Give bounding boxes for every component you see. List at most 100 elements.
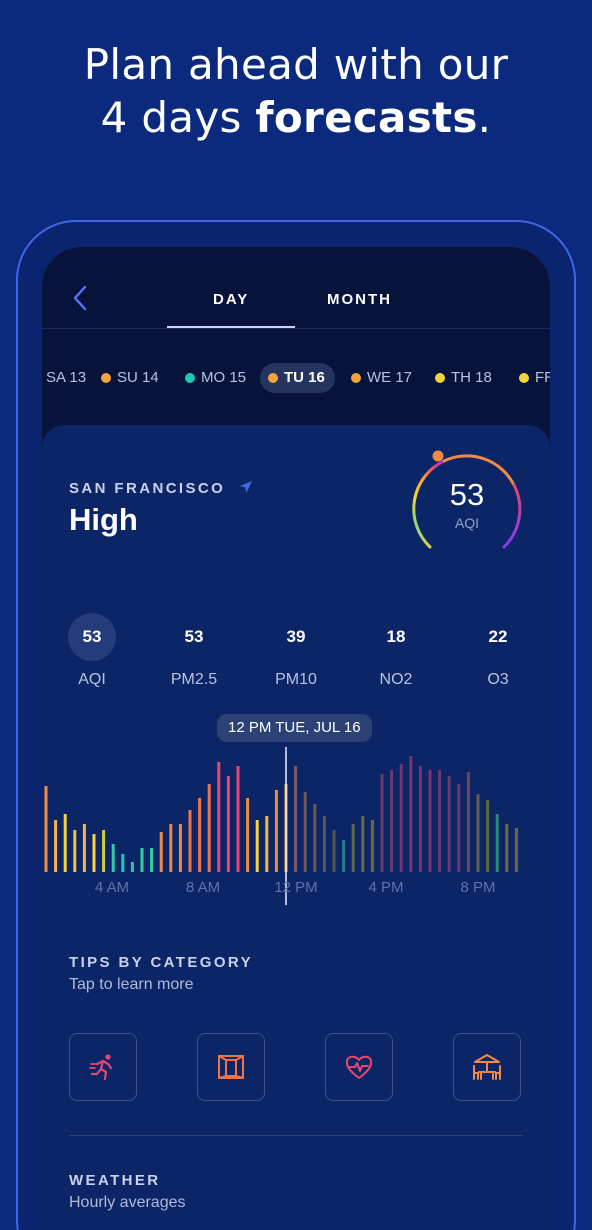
heart-icon	[345, 1055, 373, 1079]
tab-divider	[42, 328, 550, 329]
app-screen: DAY MONTH SA 13 SU 14 MO 15 TU 16 WE 17 …	[42, 247, 550, 1230]
chart-bar	[130, 862, 134, 872]
aqi-card: SAN FRANCISCO High	[42, 425, 550, 1230]
chart-bar	[217, 762, 221, 872]
day-item[interactable]: FR 19	[519, 363, 550, 393]
chart-bar	[73, 830, 77, 872]
chart-bar	[140, 848, 144, 872]
tip-outdoor-button[interactable]	[453, 1033, 521, 1101]
aqi-level: High	[69, 502, 138, 537]
chart-bar	[361, 816, 365, 872]
status-dot	[435, 373, 445, 383]
headline-line1: Plan ahead with our	[83, 40, 509, 89]
chart-bar	[121, 854, 125, 872]
city-name: SAN FRANCISCO	[69, 480, 226, 497]
outdoor-dining-icon	[473, 1054, 501, 1080]
x-tick-label: 4 PM	[368, 879, 404, 896]
day-item-selected[interactable]: TU 16	[260, 363, 335, 393]
status-dot	[519, 373, 529, 383]
pollutant-label: NO2	[379, 671, 413, 688]
chart-bar	[514, 828, 518, 872]
hourly-aqi-chart[interactable]	[42, 747, 550, 907]
chart-bar	[370, 820, 374, 872]
pollutant-value: 53	[68, 613, 116, 661]
chart-bar	[332, 830, 336, 872]
chart-bar	[111, 844, 115, 872]
headline-suffix: .	[477, 93, 492, 142]
gauge-indicator	[432, 450, 444, 462]
pollutant-pm10[interactable]: 39 PM10	[251, 613, 341, 689]
status-dot	[101, 373, 111, 383]
gauge-label: AQI	[454, 515, 480, 531]
chart-bar	[303, 792, 307, 872]
chart-bar	[188, 810, 192, 872]
tip-windows-button[interactable]	[197, 1033, 265, 1101]
day-item[interactable]: SA 13	[42, 363, 86, 393]
chart-bar	[409, 756, 413, 872]
section-divider	[69, 1135, 523, 1136]
chart-bar	[457, 784, 461, 872]
tips-title: TIPS BY CATEGORY	[69, 954, 253, 971]
day-item[interactable]: TH 18	[435, 363, 492, 393]
chart-bar	[44, 786, 48, 872]
pollutant-value: 18	[386, 627, 406, 646]
pollutant-label: PM2.5	[170, 671, 218, 688]
chart-bar	[150, 848, 154, 872]
chart-bar	[428, 770, 432, 872]
chart-bar	[418, 766, 422, 872]
status-dot	[185, 373, 195, 383]
back-arrow-icon[interactable]	[72, 285, 92, 315]
window-icon	[218, 1055, 244, 1079]
chart-bar	[159, 832, 163, 872]
aqi-gauge	[412, 450, 522, 549]
pollutant-label: AQI	[78, 671, 106, 688]
chart-bar	[236, 766, 240, 872]
pollutant-label: PM10	[275, 671, 317, 688]
tip-exercise-button[interactable]	[69, 1033, 137, 1101]
day-strip[interactable]: SA 13 SU 14 MO 15 TU 16 WE 17 TH 18 FR 1…	[42, 363, 550, 393]
day-item[interactable]: WE 17	[351, 363, 412, 393]
chart-bar	[255, 820, 259, 872]
chart-bar	[322, 816, 326, 872]
pollutant-value: 22	[488, 627, 508, 646]
tab-month[interactable]: MONTH	[327, 291, 392, 308]
location-arrow-icon	[239, 480, 253, 499]
tab-day[interactable]: DAY	[213, 291, 250, 308]
day-item[interactable]: SU 14	[101, 363, 159, 393]
chart-bar	[169, 824, 173, 872]
gauge-value: 53	[449, 477, 485, 512]
pollutant-no2[interactable]: 18 NO2	[351, 613, 441, 689]
chart-bar	[466, 772, 470, 872]
headline-line2: 4 days forecasts.	[0, 91, 592, 144]
chart-bar	[265, 816, 269, 872]
day-label: FR 19	[535, 369, 550, 386]
chart-bar	[102, 830, 106, 872]
chart-bar	[438, 770, 442, 872]
pollutant-pm25[interactable]: 53 PM2.5	[149, 613, 239, 689]
chart-bar	[486, 800, 490, 872]
chart-bar	[390, 770, 394, 872]
chart-bar	[246, 798, 250, 872]
x-tick-label: 8 AM	[185, 879, 221, 896]
chart-bar	[82, 824, 86, 872]
chart-bar	[447, 776, 451, 872]
status-dot	[268, 373, 278, 383]
pollutant-aqi[interactable]: 53 AQI	[47, 613, 137, 689]
chart-bar	[399, 764, 403, 872]
headline-bold: forecasts	[255, 93, 478, 142]
x-tick-label: 12 PM	[274, 879, 318, 896]
tip-health-button[interactable]	[325, 1033, 393, 1101]
day-label: TH 18	[451, 369, 492, 386]
chart-tooltip: 12 PM TUE, JUL 16	[217, 714, 372, 742]
chart-bar	[495, 814, 499, 872]
chart-bar	[226, 776, 230, 872]
promo-headline: Plan ahead with our 4 days forecasts.	[0, 38, 592, 144]
day-item[interactable]: MO 15	[185, 363, 246, 393]
x-tick-label: 4 AM	[94, 879, 130, 896]
chart-bar	[207, 784, 211, 872]
pollutant-o3[interactable]: 22 O3	[453, 613, 543, 689]
chart-bar	[198, 798, 202, 872]
tab-underline	[167, 326, 295, 328]
top-bar: DAY MONTH	[42, 247, 550, 329]
chart-bar	[92, 834, 96, 872]
